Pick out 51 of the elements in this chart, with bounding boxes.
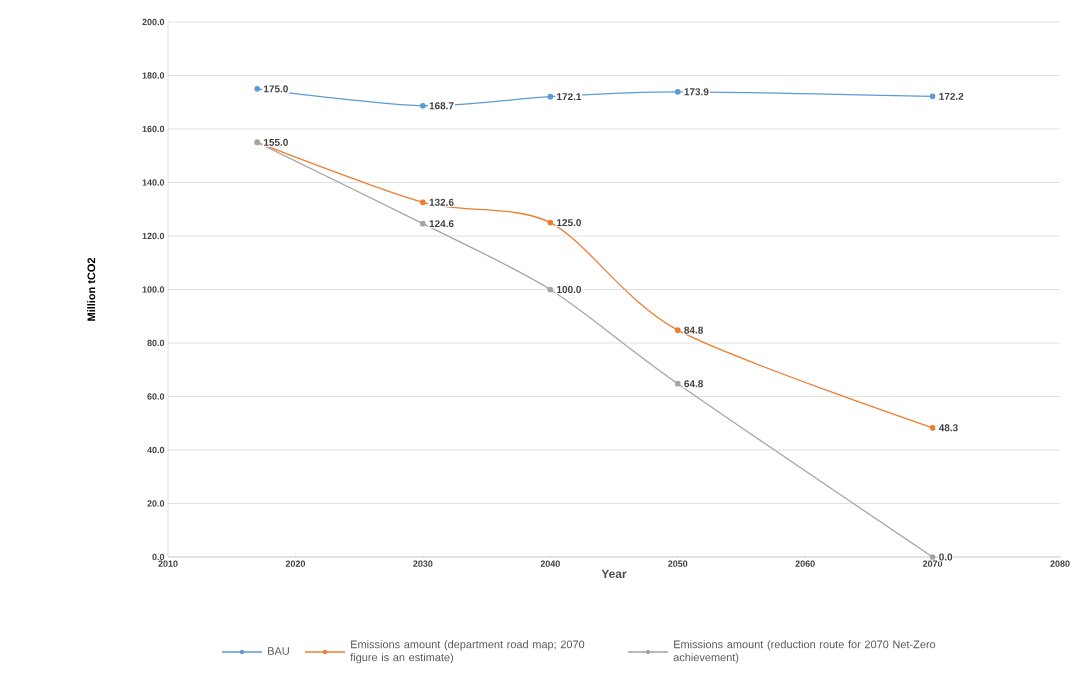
point: [420, 199, 426, 206]
legend-label: Emissions amount (reduction route for 2070 Net-Zero achievement): [673, 640, 936, 664]
y-tick-label: 40.0: [147, 446, 165, 454]
data-label: 0.0: [939, 553, 953, 561]
data-label: 173.9: [684, 88, 709, 96]
data-label: 168.7: [429, 102, 454, 110]
data-label: 172.2: [939, 92, 964, 100]
y-tick-label: 100.0: [142, 286, 165, 293]
y-tick-label: 80.0: [147, 339, 165, 347]
point: [674, 327, 681, 333]
point: [254, 86, 261, 92]
data-label: 84.8: [684, 326, 703, 334]
y-tick-label: 180.0: [142, 72, 165, 79]
legend-label: BAU: [268, 647, 289, 655]
data-label: 172.1: [557, 93, 582, 101]
point: [674, 88, 681, 95]
data-label: 175.0: [264, 85, 288, 93]
x-tick-label: 2060: [795, 560, 815, 567]
point: [547, 219, 554, 226]
y-axis-title: Million tCO2: [87, 257, 96, 321]
data-label: 155.0: [264, 138, 288, 146]
data-label: 100.0: [557, 285, 582, 294]
point: [929, 424, 936, 431]
data-label: 124.6: [429, 220, 454, 228]
y-tick-label: 160.0: [142, 125, 165, 133]
data-label: 132.6: [429, 198, 454, 206]
point: [420, 102, 426, 109]
y-tick-label: 200.0: [142, 18, 165, 26]
data-label: 125.0: [557, 219, 582, 227]
point: [674, 380, 681, 387]
x-tick-label: 2030: [413, 560, 433, 567]
x-tick-label: 2040: [540, 560, 560, 567]
point: [929, 93, 936, 100]
y-tick-label: 0.0: [152, 553, 165, 561]
data-label: 64.8: [684, 380, 703, 388]
point: [547, 93, 554, 100]
x-tick-label: 2010: [158, 560, 178, 567]
y-tick-label: 60.0: [147, 393, 165, 400]
y-tick-label: 140.0: [142, 179, 165, 186]
x-tick-label: 2020: [285, 560, 306, 567]
point: [547, 286, 554, 293]
x-axis-title: Year: [601, 569, 627, 579]
x-tick-label: 2070: [922, 560, 943, 567]
point: [929, 554, 936, 560]
legend-label: Emissions amount (department road map; 2070 figure is an estimate): [350, 640, 585, 664]
y-tick-label: 120.0: [142, 232, 165, 240]
x-tick-label: 2050: [668, 560, 688, 567]
y-tick-label: 20.0: [147, 500, 165, 507]
x-tick-label: 2080: [1050, 560, 1070, 567]
point: [420, 220, 426, 227]
data-label: 48.3: [938, 424, 958, 432]
